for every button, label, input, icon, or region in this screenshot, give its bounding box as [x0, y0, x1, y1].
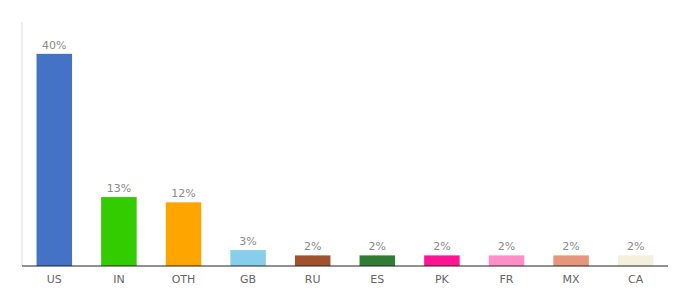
bar [424, 255, 460, 266]
bar [230, 250, 266, 266]
x-tick-label: US [47, 273, 62, 286]
x-tick-label: CA [628, 273, 644, 286]
x-tick-label: FR [500, 273, 514, 286]
data-label: 2% [498, 240, 515, 253]
bar [295, 255, 331, 266]
data-label: 12% [171, 187, 195, 200]
chart: US IN OTH GB RU ES PK FR MX CA 40% 13% 12% 3% 2% 2% 2% 2%… [0, 0, 680, 300]
data-label: 40% [42, 39, 66, 52]
bar [101, 197, 137, 266]
bar [166, 202, 202, 266]
data-label: 13% [107, 182, 131, 195]
bar [37, 54, 73, 266]
x-tick-label: IN [113, 273, 124, 286]
data-label: 2% [562, 240, 579, 253]
bars [37, 54, 654, 266]
x-tick-label: RU [305, 273, 321, 286]
y-axis-line [22, 22, 23, 266]
bar [360, 255, 396, 266]
bar [553, 255, 589, 266]
x-tick-label: OTH [172, 273, 196, 286]
bar [489, 255, 525, 266]
bar [618, 255, 654, 266]
x-tick-label: ES [370, 273, 384, 286]
data-label: 3% [239, 235, 256, 248]
data-label: 2% [369, 240, 386, 253]
x-tick-label: PK [435, 273, 450, 286]
data-label: 2% [304, 240, 321, 253]
data-label: 2% [433, 240, 450, 253]
x-tick-label: GB [240, 273, 256, 286]
x-tick-label: MX [563, 273, 580, 286]
data-label: 2% [627, 240, 644, 253]
chart-container: US IN OTH GB RU ES PK FR MX CA 40% 13% 12% 3% 2% 2% 2% 2%… [0, 0, 680, 300]
x-axis-line [22, 266, 668, 267]
